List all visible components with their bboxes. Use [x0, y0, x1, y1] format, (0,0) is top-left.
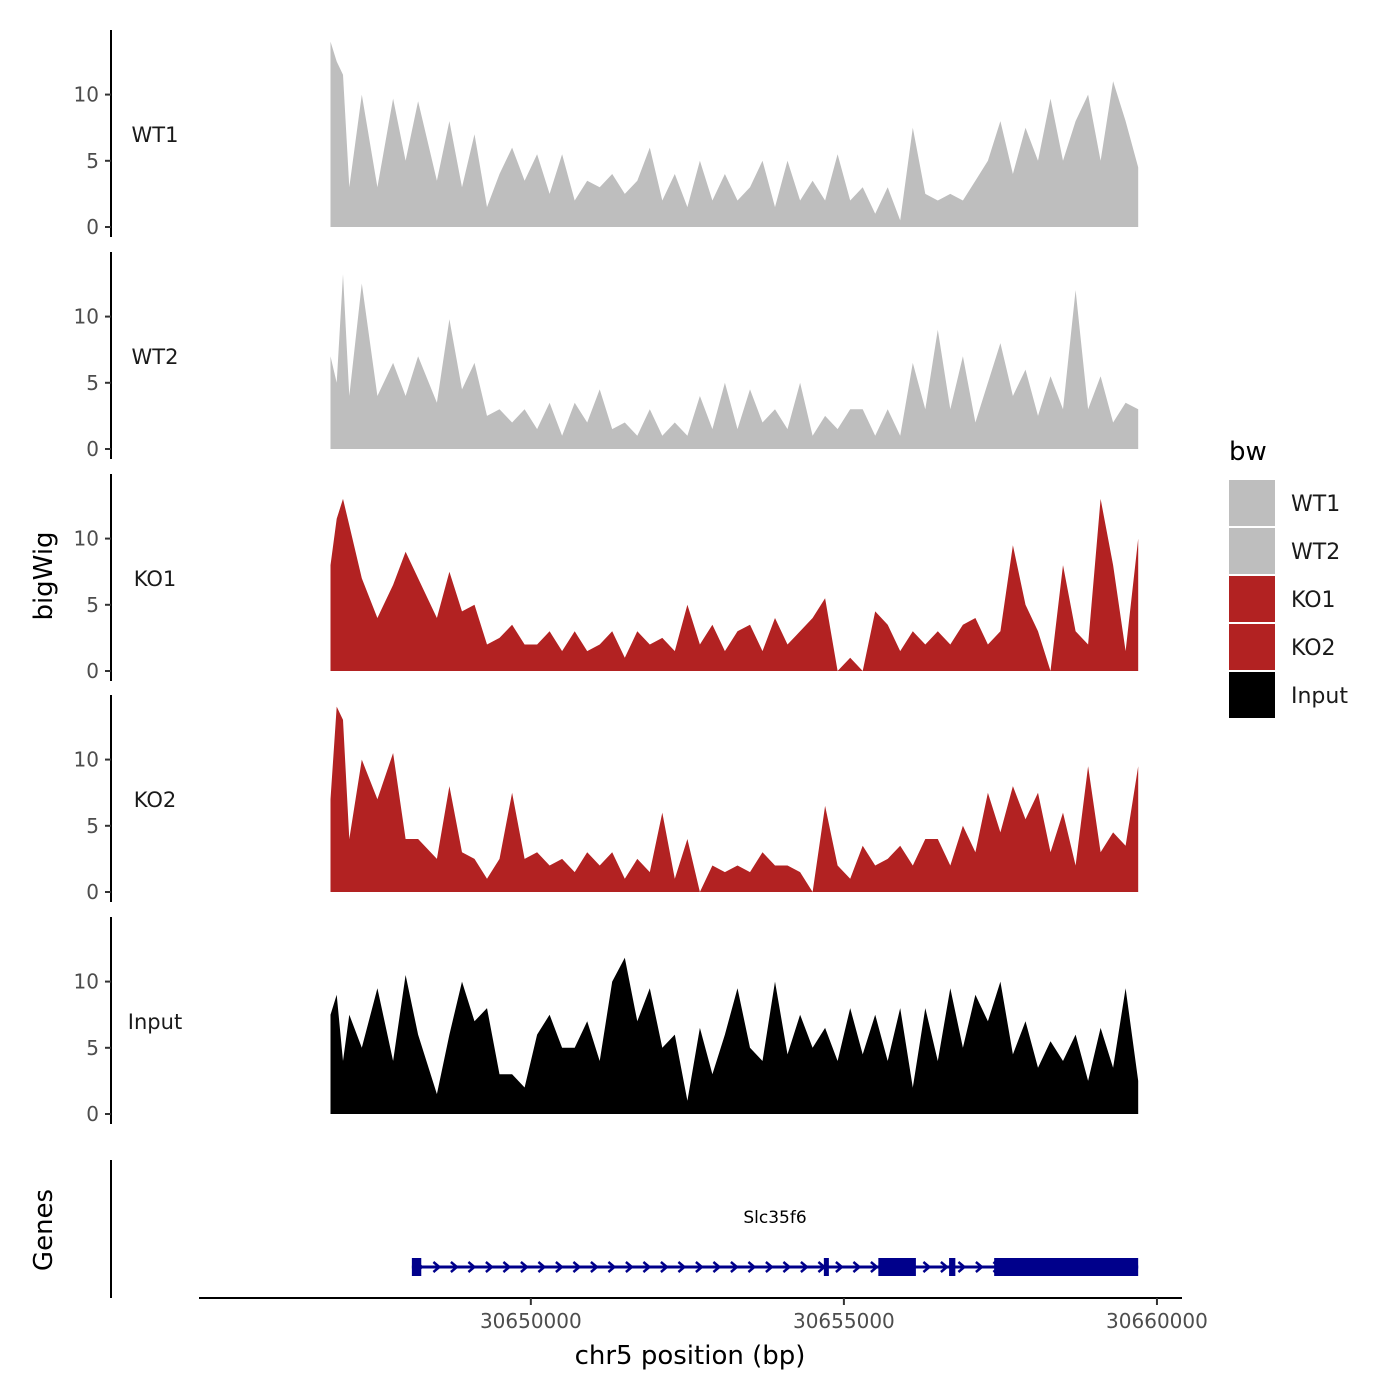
strand-arrow [957, 1261, 967, 1273]
strand-arrow [800, 1261, 809, 1273]
strand-arrow [642, 1261, 652, 1273]
legend: bw WT1 WT2 KO1 KO2 Input [1229, 437, 1348, 718]
genes-panel: Genes Slc35f6 [29, 1160, 1139, 1298]
strand-arrow [975, 1261, 984, 1273]
area-input [330, 957, 1139, 1114]
area-wt1 [330, 41, 1139, 227]
bigwig-tracks: 0 5 10 WT1 0 5 10 WT2 0 5 10 KO1 0 5 10 KO2 0 5 10 Input [74, 30, 1139, 1126]
legend-key-ko2 [1229, 624, 1275, 670]
strand-arrow [782, 1261, 792, 1273]
strand-arrow [870, 1261, 879, 1273]
legend-label-ko2: KO2 [1291, 636, 1336, 661]
x-tick-label-30655000: 30655000 [793, 1309, 895, 1333]
strand-arrow [677, 1261, 687, 1273]
y-tick-label-0: 0 [86, 880, 99, 904]
gene-label: Slc35f6 [743, 1208, 806, 1228]
strand-arrow [485, 1261, 494, 1273]
y-tick-label-0: 0 [86, 1102, 99, 1126]
gene-exon-3 [878, 1258, 916, 1276]
x-tick-label-30650000: 30650000 [480, 1309, 582, 1333]
strand-arrow [765, 1261, 774, 1273]
strand-arrow [940, 1261, 949, 1273]
area-ko2 [330, 706, 1139, 892]
y-axis-title: bigWig [29, 531, 59, 620]
y-tick-label-5: 5 [86, 149, 99, 173]
strand-arrow [537, 1261, 547, 1273]
x-tick-label-30660000: 30660000 [1106, 1309, 1208, 1333]
strand-arrow [852, 1261, 862, 1273]
strand-arrow [572, 1261, 582, 1273]
genes-axis-title: Genes [29, 1189, 59, 1271]
y-tick-label-10: 10 [74, 305, 99, 329]
strand-arrow [747, 1261, 757, 1273]
track-label-wt2: WT2 [132, 345, 179, 369]
track-wt2: 0 5 10 WT2 [74, 252, 1139, 461]
strand-arrow [922, 1261, 932, 1273]
y-tick-label-5: 5 [86, 593, 99, 617]
strand-arrow [432, 1261, 442, 1273]
strand-arrow [712, 1261, 722, 1273]
track-ko2: 0 5 10 KO2 [74, 695, 1139, 904]
gene-exon-2 [823, 1258, 829, 1276]
y-tick-label-10: 10 [74, 83, 99, 107]
gene-exon-4 [949, 1258, 956, 1276]
y-tick-label-0: 0 [86, 215, 99, 239]
strand-arrow [450, 1261, 459, 1273]
legend-label-ko1: KO1 [1291, 588, 1336, 613]
strand-arrow [695, 1261, 704, 1273]
strand-arrow [590, 1261, 599, 1273]
y-tick-label-10: 10 [74, 748, 99, 772]
y-tick-label-5: 5 [86, 371, 99, 395]
legend-label-wt2: WT2 [1291, 540, 1340, 565]
y-tick-label-10: 10 [74, 527, 99, 551]
track-label-ko2: KO2 [134, 788, 177, 812]
y-tick-label-5: 5 [86, 1036, 99, 1060]
strand-arrow [835, 1261, 844, 1273]
area-ko1 [330, 498, 1139, 671]
gene-model [411, 1258, 1139, 1276]
track-ko1: 0 5 10 KO1 [74, 474, 1139, 683]
legend-title: bw [1229, 437, 1267, 467]
y-tick-label-10: 10 [74, 970, 99, 994]
strand-arrow [607, 1261, 617, 1273]
legend-key-wt1 [1229, 480, 1275, 526]
y-tick-label-0: 0 [86, 659, 99, 683]
track-input: 0 5 10 Input [74, 917, 1139, 1126]
strand-arrow [467, 1261, 477, 1273]
track-wt1: 0 5 10 WT1 [74, 30, 1139, 239]
strand-arrow [502, 1261, 512, 1273]
strand-arrow [555, 1261, 564, 1273]
y-tick-label-0: 0 [86, 437, 99, 461]
track-label-input: Input [128, 1010, 182, 1034]
area-wt2 [330, 274, 1139, 449]
strand-arrow [730, 1261, 739, 1273]
legend-key-wt2 [1229, 528, 1275, 574]
legend-key-input [1229, 672, 1275, 718]
strand-arrow [625, 1261, 634, 1273]
legend-label-wt1: WT1 [1291, 492, 1340, 517]
x-axis: 30650000 30655000 30660000 [199, 1297, 1208, 1333]
strand-arrow [520, 1261, 529, 1273]
gene-exon-1 [411, 1258, 422, 1276]
gene-exon-5 [994, 1258, 1139, 1276]
x-axis-title: chr5 position (bp) [575, 1341, 806, 1371]
y-tick-label-5: 5 [86, 814, 99, 838]
track-label-ko1: KO1 [134, 567, 177, 591]
strand-arrow [660, 1261, 669, 1273]
legend-key-ko1 [1229, 576, 1275, 622]
track-label-wt1: WT1 [132, 123, 179, 147]
legend-label-input: Input [1291, 684, 1348, 709]
